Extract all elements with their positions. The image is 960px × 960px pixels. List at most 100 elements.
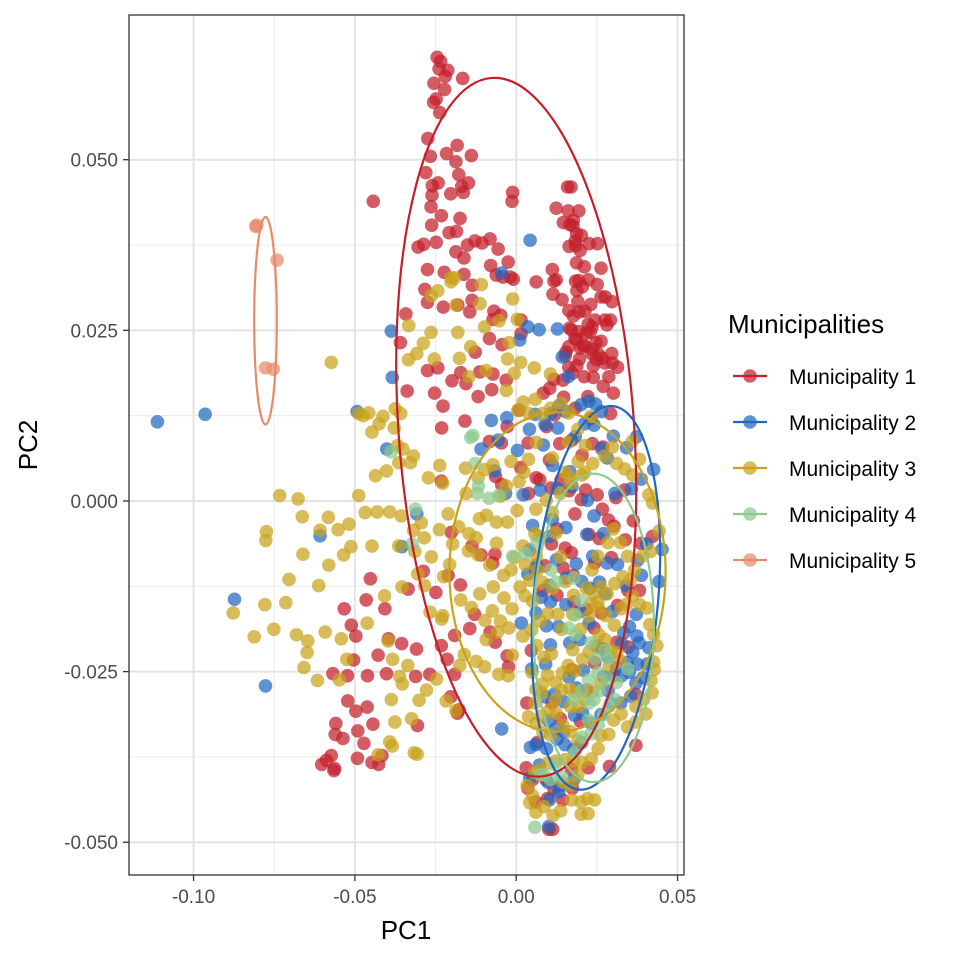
data-point	[551, 421, 565, 435]
data-point	[535, 575, 550, 589]
data-point	[384, 324, 399, 338]
data-point	[462, 305, 477, 319]
data-point	[434, 612, 449, 626]
data-point	[541, 819, 556, 834]
data-point	[258, 679, 273, 693]
data-point	[591, 741, 605, 756]
data-point	[561, 204, 575, 218]
data-point	[502, 335, 516, 350]
data-point	[400, 384, 414, 398]
data-point	[606, 713, 621, 727]
data-point	[378, 602, 392, 616]
data-point	[500, 410, 514, 425]
data-point	[451, 167, 466, 182]
data-point	[572, 204, 586, 218]
data-point	[429, 585, 443, 600]
data-point	[430, 283, 445, 298]
data-point	[490, 625, 505, 639]
data-point	[606, 522, 621, 536]
data-point	[485, 604, 500, 618]
data-point	[605, 294, 619, 309]
data-point	[429, 672, 444, 686]
data-point	[297, 660, 311, 675]
data-point	[360, 616, 374, 630]
data-point	[577, 465, 592, 480]
y-axis-title: PC2	[13, 420, 43, 471]
x-axis-ticks: -0.10 -0.05 0.00 0.05	[172, 875, 696, 908]
data-point	[439, 146, 454, 161]
legend-item: Municipality 1	[733, 366, 916, 389]
data-point	[577, 260, 592, 274]
data-point	[371, 748, 385, 762]
data-point	[549, 575, 563, 589]
data-point	[506, 272, 521, 286]
data-point	[456, 185, 471, 200]
data-point	[590, 236, 605, 251]
legend-key-point	[743, 553, 757, 567]
data-point	[601, 535, 615, 550]
data-point	[350, 724, 365, 738]
data-point	[551, 607, 565, 622]
data-point	[427, 352, 442, 366]
data-point	[474, 277, 489, 292]
data-point	[453, 593, 468, 607]
data-point	[469, 531, 483, 545]
data-point	[449, 154, 463, 169]
y-tick-label: -0.050	[64, 833, 118, 854]
data-point	[443, 187, 458, 201]
data-point	[296, 547, 310, 562]
data-point	[501, 668, 515, 683]
data-point	[494, 266, 509, 280]
data-point	[587, 793, 602, 807]
data-point	[321, 510, 336, 525]
data-point	[400, 658, 415, 673]
data-point	[363, 571, 378, 586]
x-tick-label: 0.05	[659, 887, 696, 908]
data-point	[521, 320, 535, 334]
data-point	[510, 312, 524, 327]
data-point	[523, 233, 537, 248]
data-point	[420, 363, 435, 378]
data-point	[655, 542, 669, 557]
y-tick-label: -0.025	[64, 663, 118, 684]
data-point	[463, 430, 478, 445]
data-point	[605, 440, 620, 454]
data-point	[479, 363, 494, 378]
data-point	[521, 709, 536, 724]
data-point	[329, 716, 343, 731]
data-point	[449, 703, 463, 718]
data-point	[629, 738, 643, 753]
data-point	[344, 539, 358, 554]
data-point	[546, 808, 560, 823]
data-point	[625, 645, 640, 660]
data-point	[501, 255, 515, 269]
data-point	[226, 606, 241, 620]
data-point	[559, 520, 573, 535]
data-point	[566, 309, 581, 323]
data-point	[555, 350, 570, 364]
data-point	[334, 632, 349, 646]
data-point	[395, 580, 409, 594]
data-point	[247, 629, 261, 644]
data-point	[624, 481, 639, 496]
data-point	[337, 602, 352, 616]
data-point	[455, 71, 470, 86]
series-1-points	[314, 50, 660, 837]
legend-label: Municipality 2	[789, 412, 916, 435]
data-point	[258, 597, 272, 612]
data-point	[574, 593, 588, 608]
data-point	[394, 509, 409, 523]
data-point	[408, 502, 423, 516]
data-point	[597, 449, 612, 463]
data-point	[529, 470, 544, 485]
data-point	[441, 63, 455, 78]
data-point	[568, 627, 583, 642]
data-point	[573, 341, 588, 355]
data-point	[528, 820, 542, 835]
data-point	[477, 320, 492, 334]
data-point	[566, 692, 581, 707]
y-axis-ticks: -0.050 -0.025 0.000 0.025 0.050	[64, 151, 129, 854]
data-point	[554, 396, 568, 411]
y-tick-label: 0.050	[70, 151, 118, 172]
data-point	[370, 505, 384, 519]
